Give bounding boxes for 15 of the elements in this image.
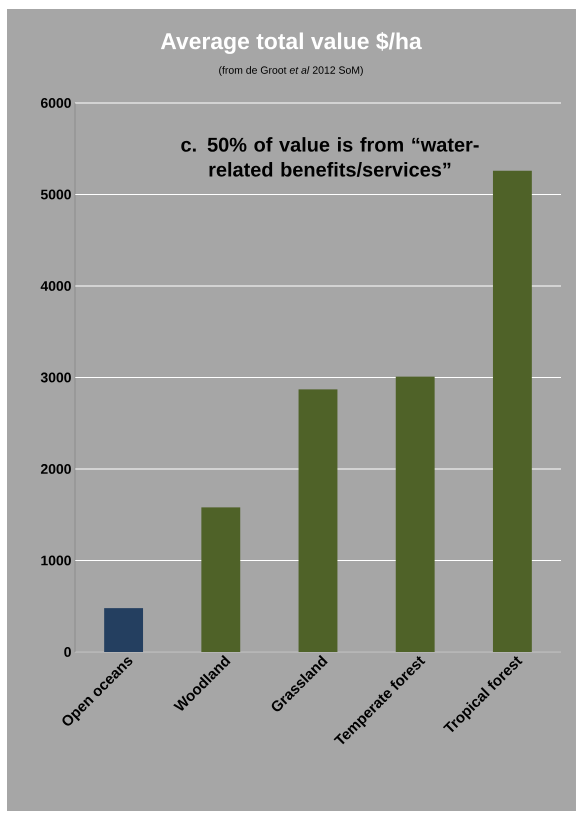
y-tick-label: 0 [64,647,71,657]
y-tick-label: 4000 [40,281,71,291]
y-tick-label: 2000 [40,464,71,474]
chart-subtitle: (from de Groot et al 2012 SoM) [219,66,363,76]
bar [298,389,338,652]
y-tick-label: 6000 [40,98,71,108]
y-tick-label: 3000 [40,372,71,382]
bar [492,170,532,652]
chart-title: Average total value $/ha [160,32,422,54]
y-tick-label: 5000 [40,190,71,200]
bar [396,376,435,652]
y-tick-label: 1000 [41,556,71,566]
annotation: c. 50% of value is from “water-related benefits/services” [181,137,479,177]
bar [104,608,144,652]
bar [201,507,240,652]
